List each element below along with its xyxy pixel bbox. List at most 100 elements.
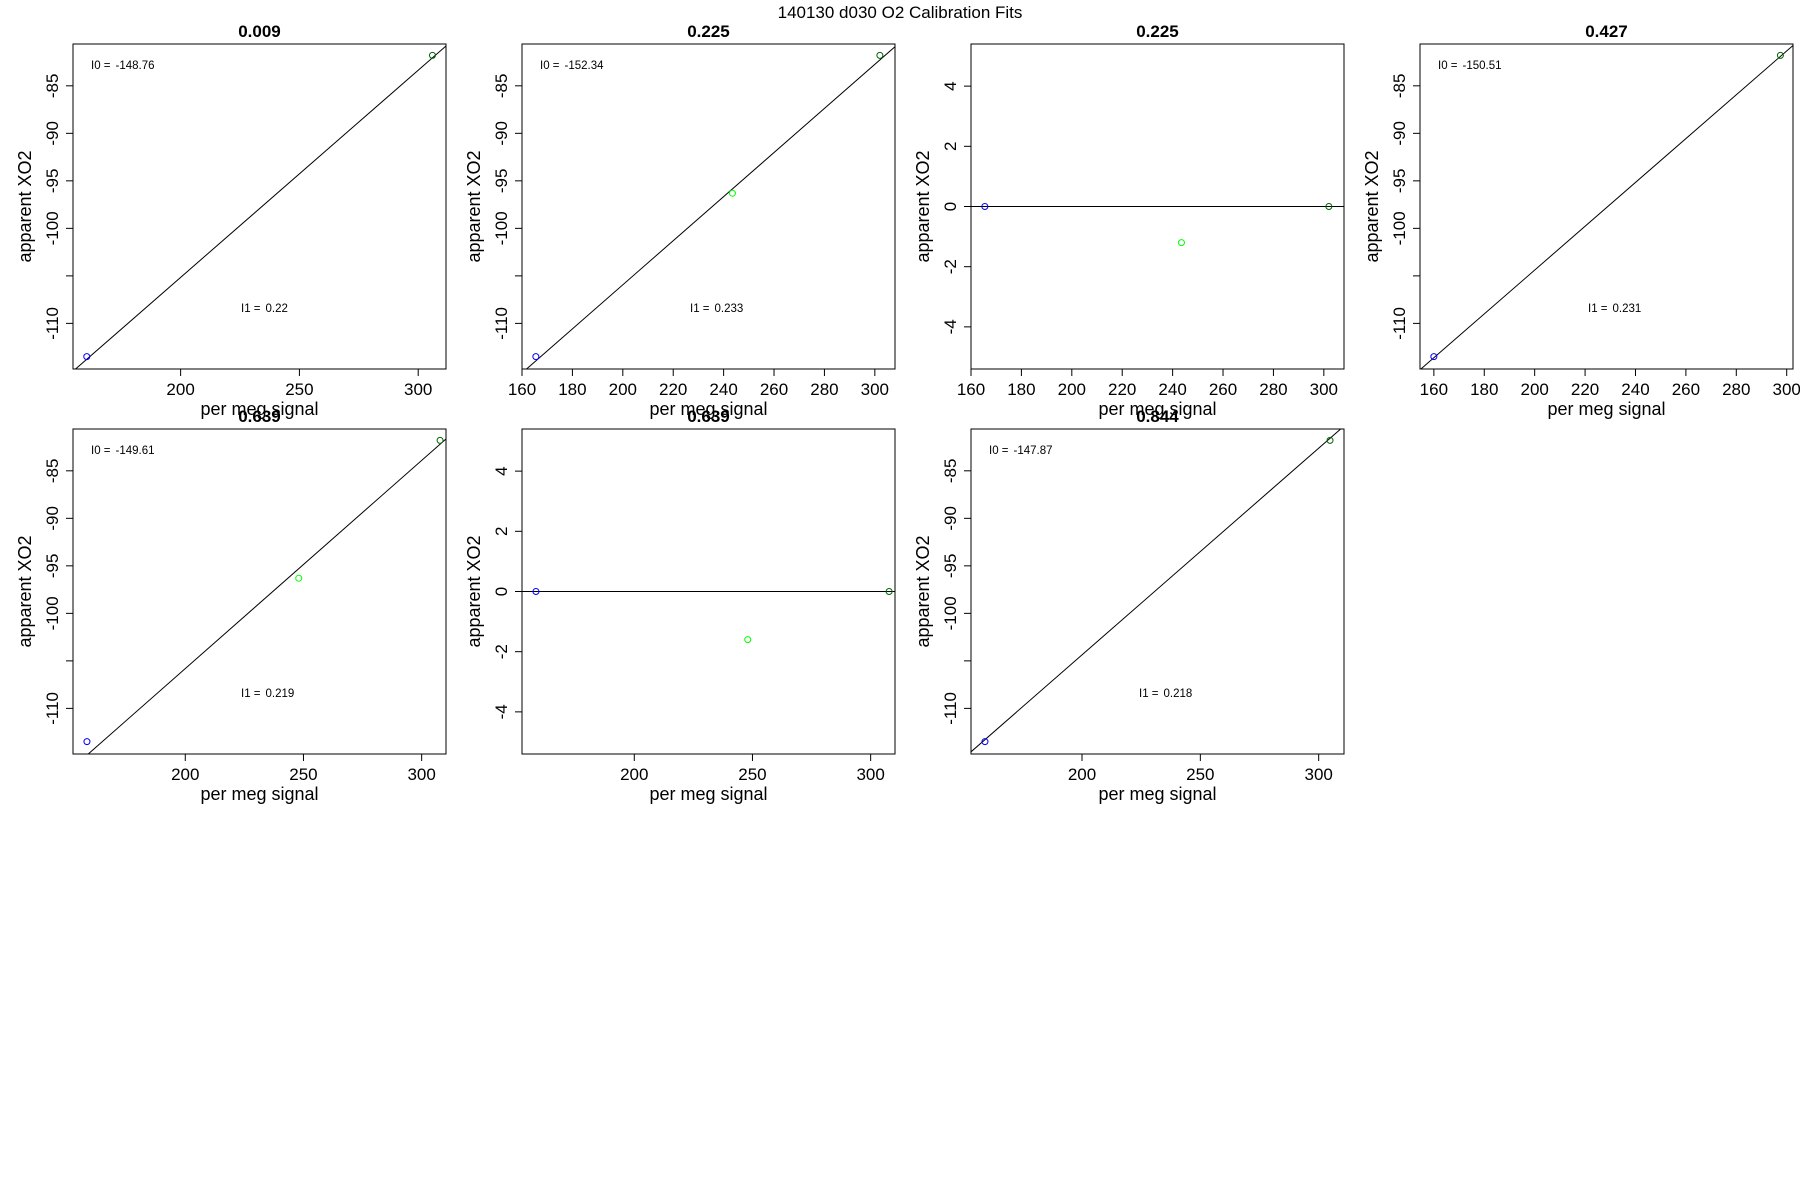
x-tick-label: 300 — [861, 380, 889, 399]
intercept-label: I0 = — [989, 445, 1009, 457]
x-axis-label: per meg signal — [1547, 399, 1665, 419]
fit-line — [1420, 45, 1793, 369]
intercept-value: -147.87 — [1014, 445, 1053, 457]
x-tick-label: 300 — [856, 765, 884, 784]
y-tick-label: -110 — [941, 692, 960, 725]
data-point — [876, 51, 884, 59]
y-tick-label: 4 — [941, 81, 960, 90]
y-axis-label: apparent XO2 — [913, 150, 933, 262]
y-tick-label: -90 — [43, 121, 62, 146]
x-axis-label: per meg signal — [200, 399, 318, 419]
slope-value: 0.218 — [1164, 688, 1193, 700]
intercept-annotation: I0 = -150.51 — [1438, 60, 1502, 72]
fit-line — [971, 429, 1342, 753]
intercept-annotation: I0 = -149.61 — [91, 445, 155, 457]
y-tick-label: -110 — [1390, 307, 1409, 340]
intercept-label: I0 = — [1438, 60, 1458, 72]
y-axis-label: apparent XO2 — [15, 150, 35, 262]
fit-line — [74, 45, 446, 369]
y-tick-label: -4 — [492, 704, 511, 719]
y-tick-label: -85 — [941, 459, 960, 484]
y-axis-label: apparent XO2 — [1362, 150, 1382, 262]
data-point — [532, 588, 540, 595]
x-tick-label: 260 — [1672, 380, 1700, 399]
x-tick-label: 200 — [1058, 380, 1086, 399]
y-tick-label: -85 — [43, 459, 62, 484]
y-tick-label: -100 — [1390, 211, 1409, 245]
plot-frame — [970, 428, 1345, 755]
x-tick-label: 240 — [1621, 380, 1649, 399]
x-tick-label: 220 — [1108, 380, 1136, 399]
plot-frame — [72, 428, 447, 755]
y-tick-label: -90 — [492, 121, 511, 146]
data-point — [1430, 353, 1438, 361]
x-tick-label: 160 — [957, 380, 985, 399]
slope-value: 0.233 — [715, 303, 744, 315]
y-tick-label: 0 — [492, 587, 511, 596]
panel-title: 0.009 — [238, 22, 281, 41]
y-tick-label: -4 — [941, 319, 960, 334]
slope-label: I1 = — [241, 303, 261, 315]
slope-annotation: I1 = 0.22 — [241, 303, 288, 315]
x-tick-label: 280 — [810, 380, 838, 399]
y-tick-label: -100 — [43, 596, 62, 630]
y-tick-label: -95 — [492, 169, 511, 194]
x-tick-label: 180 — [1007, 380, 1035, 399]
x-axis-label: per meg signal — [649, 784, 767, 804]
slope-annotation: I1 = 0.219 — [241, 688, 294, 700]
panel-4: 0.427 160 180 200 220 240 260 280 300 -110 -100 -95… — [1362, 22, 1800, 419]
x-tick-label: 260 — [760, 380, 788, 399]
panel-title: 0.225 — [1136, 22, 1179, 41]
x-tick-label: 300 — [404, 380, 432, 399]
data-point — [981, 203, 989, 210]
y-tick-label: -90 — [941, 506, 960, 531]
data-point — [1325, 203, 1333, 210]
y-tick-label: -110 — [492, 307, 511, 340]
x-tick-label: 250 — [289, 765, 317, 784]
x-tick-label: 220 — [659, 380, 687, 399]
intercept-value: -150.51 — [1463, 60, 1502, 72]
data-point — [428, 51, 436, 59]
y-tick-label: -95 — [43, 554, 62, 579]
slope-annotation: I1 = 0.218 — [1139, 688, 1192, 700]
plot-area — [525, 46, 895, 369]
x-tick-label: 300 — [1773, 380, 1800, 399]
slope-value: 0.219 — [266, 688, 295, 700]
fit-line — [525, 46, 895, 369]
x-tick-label: 260 — [1209, 380, 1237, 399]
x-tick-label: 300 — [1310, 380, 1338, 399]
x-tick-label: 180 — [1470, 380, 1498, 399]
y-tick-label: -100 — [941, 596, 960, 630]
panel-5: 0.639 200 250 300 -110 -100 -95 -90 -85 per meg s… — [15, 407, 447, 804]
figure-title: 140130 d030 O2 Calibration Fits — [778, 3, 1023, 22]
y-tick-label: 2 — [941, 142, 960, 151]
x-tick-label: 160 — [1420, 380, 1448, 399]
plot-area — [83, 436, 446, 754]
intercept-value: -149.61 — [116, 445, 155, 457]
panel-title: 0.639 — [238, 407, 281, 426]
y-tick-label: -85 — [492, 74, 511, 99]
slope-value: 0.22 — [266, 303, 288, 315]
x-tick-label: 200 — [166, 380, 194, 399]
x-tick-label: 300 — [407, 765, 435, 784]
y-tick-label: -95 — [941, 554, 960, 579]
x-tick-label: 250 — [1186, 765, 1214, 784]
data-point — [436, 436, 444, 444]
intercept-label: I0 = — [91, 60, 111, 72]
intercept-annotation: I0 = -148.76 — [91, 60, 155, 72]
y-tick-label: -85 — [1390, 74, 1409, 99]
plot-area — [522, 588, 895, 644]
y-tick-label: -110 — [43, 307, 62, 340]
y-tick-label: -95 — [43, 169, 62, 194]
data-point — [981, 738, 989, 746]
panel-title: 0.427 — [1585, 22, 1628, 41]
x-tick-label: 160 — [508, 380, 536, 399]
intercept-value: -148.76 — [116, 60, 155, 72]
x-tick-label: 240 — [709, 380, 737, 399]
plot-frame — [1419, 43, 1794, 370]
data-point — [83, 353, 91, 361]
panel-2: 0.225 160 180 200 220 240 260 280 300 -110 -100 -95… — [464, 22, 896, 419]
intercept-label: I0 = — [540, 60, 560, 72]
x-tick-label: 220 — [1571, 380, 1599, 399]
y-tick-label: -90 — [43, 506, 62, 531]
